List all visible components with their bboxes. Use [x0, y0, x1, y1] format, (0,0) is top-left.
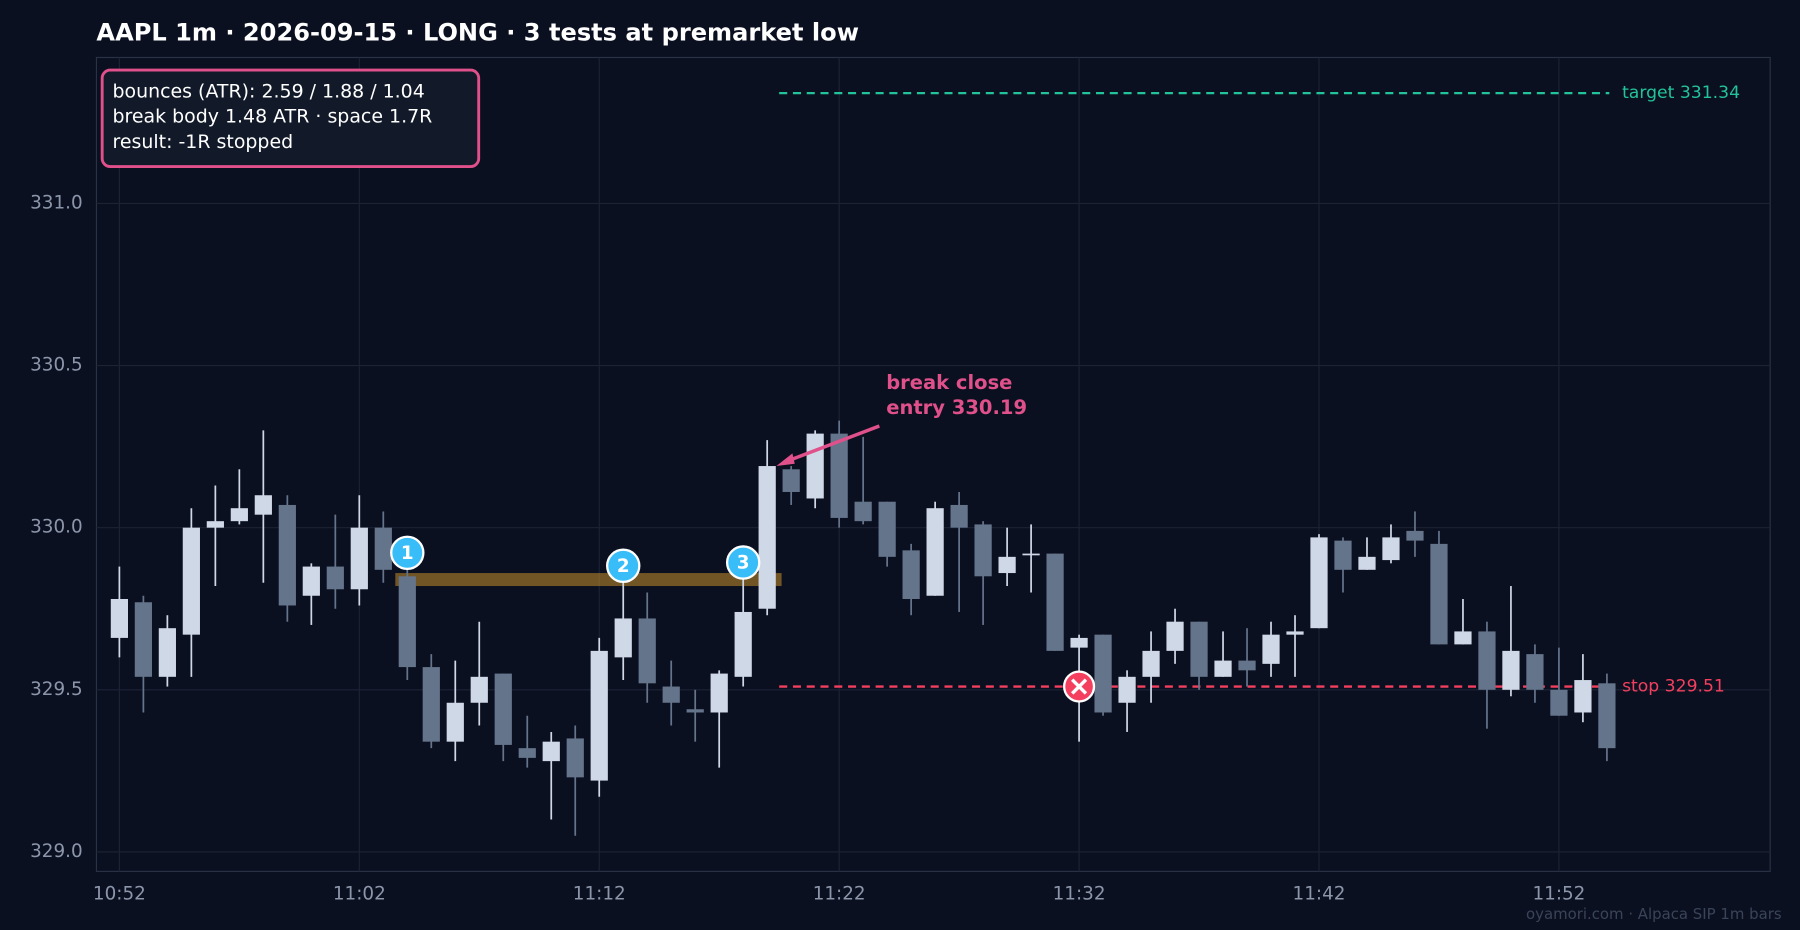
candle-body: [470, 676, 488, 703]
candle-body: [374, 527, 392, 570]
candle-body: [1190, 621, 1208, 677]
x-tick-label: 10:52: [93, 883, 146, 904]
candle-body: [158, 628, 176, 677]
candle-body: [110, 598, 128, 638]
candle-body: [518, 748, 536, 758]
candle-body: [134, 602, 152, 677]
candle-body: [1310, 537, 1328, 629]
candle-body: [1070, 637, 1088, 648]
candle-body: [782, 469, 800, 492]
entry-arrow: [782, 424, 880, 465]
candle-body: [1022, 553, 1040, 556]
candle-body: [1574, 680, 1592, 713]
candle-body: [1046, 553, 1064, 651]
test-marker-label: 1: [401, 543, 414, 564]
x-tick-label: 11:52: [1532, 883, 1585, 904]
entry-annotation: break close: [886, 371, 1012, 394]
candle-body: [182, 527, 200, 635]
candle-body: [926, 508, 944, 596]
candle-body: [446, 702, 464, 742]
candle-body: [1214, 660, 1232, 677]
candle-body: [686, 709, 704, 713]
candle-body: [350, 527, 368, 590]
candle-body: [1286, 631, 1304, 635]
entry-annotation: entry 330.19: [886, 396, 1027, 419]
candle-body: [1262, 634, 1280, 664]
x-tick-label: 11:22: [813, 883, 866, 904]
candle-body: [902, 550, 920, 599]
candle-body: [710, 673, 728, 713]
candle-body: [422, 667, 440, 742]
premarket-low-zone: [395, 573, 782, 587]
candle-body: [806, 433, 824, 499]
candle-body: [1430, 543, 1448, 645]
candle-body: [494, 673, 512, 745]
test-marker: [725, 545, 761, 580]
candle-body: [230, 508, 248, 522]
stop-out-cross: [1070, 678, 1088, 695]
x-tick-label: 11:42: [1293, 883, 1346, 904]
x-tick-label: 11:32: [1053, 883, 1106, 904]
entry-arrowhead: [776, 453, 795, 467]
x-tick-label: 11:02: [333, 883, 386, 904]
candle-body: [998, 556, 1016, 574]
candle-body: [206, 521, 224, 528]
candle-body: [854, 501, 872, 522]
y-tick-label: 330.5: [30, 355, 83, 376]
x-tick-label: 11:12: [573, 883, 626, 904]
candle-body: [1598, 683, 1616, 749]
candle-body: [254, 495, 272, 515]
candle-body: [878, 501, 896, 557]
info-line: bounces (ATR): 2.59 / 1.88 / 1.04: [113, 80, 425, 102]
target-line-label: target 331.34: [1622, 83, 1740, 103]
candle-body: [1502, 650, 1520, 690]
test-marker-label: 3: [737, 553, 750, 574]
chart-title: AAPL 1m · 2026-09-15 · LONG · 3 tests at…: [96, 18, 859, 46]
info-line: result: -1R stopped: [113, 131, 294, 153]
candle-body: [1238, 660, 1256, 671]
test-marker: [606, 548, 641, 583]
candle-body: [1094, 634, 1112, 713]
candle-body: [734, 611, 752, 677]
candle-body: [1142, 650, 1160, 677]
candle-body: [1454, 631, 1472, 645]
candle-body: [1334, 540, 1352, 570]
candle-body: [950, 504, 968, 528]
y-tick-label: 329.0: [30, 841, 83, 862]
candle-body: [326, 566, 344, 590]
candle-body: [1118, 676, 1136, 703]
candle-body: [1526, 654, 1544, 690]
candle-body: [1166, 621, 1184, 651]
footer: oyamori.com · Alpaca SIP 1m bars: [1526, 905, 1782, 923]
candle-body: [1406, 530, 1424, 541]
test-marker-label: 2: [617, 556, 630, 577]
candle-body: [398, 576, 416, 668]
candle-body: [590, 650, 608, 781]
candle-body: [1358, 556, 1376, 570]
candle-body: [758, 466, 776, 609]
candle-body: [542, 741, 560, 762]
candle-body: [566, 738, 584, 778]
candle-body: [1550, 689, 1568, 716]
y-tick-label: 329.5: [30, 679, 83, 700]
plot-frame: [95, 56, 1771, 872]
stop-line-label: stop 329.51: [1622, 677, 1725, 697]
y-tick-label: 330.0: [30, 517, 83, 538]
candle-body: [638, 618, 656, 684]
candle-body: [830, 433, 848, 518]
candle-body: [974, 524, 992, 577]
info-line: break body 1.48 ATR · space 1.7R: [113, 106, 433, 128]
candle-body: [302, 566, 320, 596]
candle-body: [614, 618, 632, 658]
candle-body: [1382, 537, 1400, 561]
test-marker: [390, 535, 425, 571]
y-tick-label: 331.0: [30, 192, 83, 213]
candle-body: [278, 504, 296, 606]
info-box: [100, 68, 481, 168]
candle-body: [1478, 631, 1496, 690]
candle-body: [662, 686, 680, 703]
